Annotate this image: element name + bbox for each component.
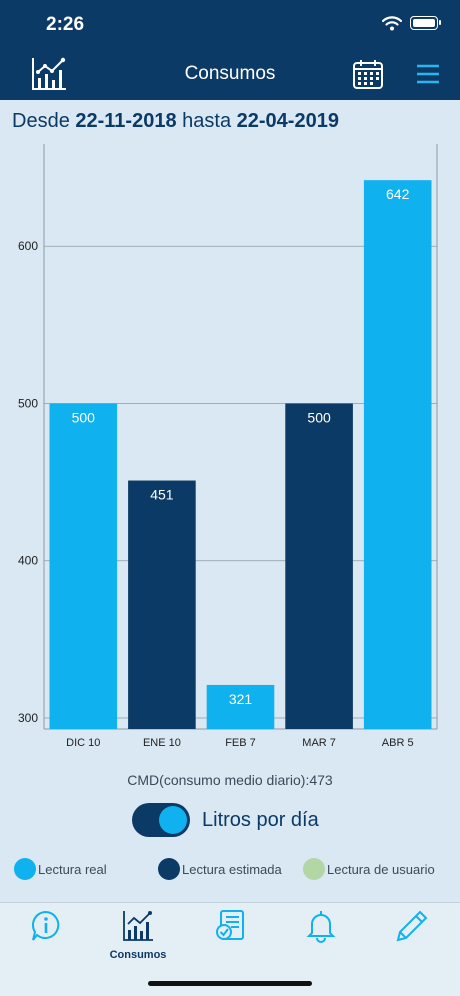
tab-consumos[interactable]: Consumos	[103, 909, 173, 961]
toggle-label: Litros por día	[202, 808, 319, 831]
bar	[49, 403, 118, 729]
tab-bar: Consumos	[0, 902, 460, 996]
bar-value-label: 500	[307, 409, 331, 425]
bar	[206, 684, 275, 729]
bar-value-label: 500	[72, 409, 96, 425]
tab-info[interactable]	[11, 909, 81, 949]
legend-label-usuario: Lectura de usuario	[327, 861, 435, 877]
tab-label-consumos: Consumos	[109, 949, 167, 961]
bar	[285, 403, 353, 729]
x-tick-label: DIC 10	[66, 737, 100, 749]
chart-icon	[123, 911, 153, 941]
legend-item-real: Lectura real	[14, 858, 107, 880]
pencil-icon	[396, 910, 428, 942]
status-time: 2:26	[46, 14, 85, 35]
bar	[128, 480, 196, 729]
range-from-word: Desde	[12, 110, 70, 132]
range-to-date: 22-04-2019	[236, 110, 339, 132]
y-tick-label: 500	[18, 396, 38, 410]
legend-label-estimada: Lectura estimada	[182, 861, 282, 877]
page-title: Consumos	[184, 63, 276, 84]
tab-edit[interactable]	[377, 909, 447, 949]
legend-dot-estimada	[158, 858, 180, 880]
unit-toggle-row: Litros por día	[132, 803, 319, 837]
x-tick-label: FEB 7	[225, 737, 256, 749]
bell-icon	[306, 911, 336, 943]
legend-label-real: Lectura real	[38, 861, 107, 877]
chart-icon[interactable]	[30, 56, 68, 92]
status-icons	[382, 15, 441, 31]
menu-icon[interactable]	[416, 64, 440, 84]
toggle-knob	[159, 806, 187, 834]
calendar-icon[interactable]	[352, 58, 384, 90]
top-bar: 2:26 Consumos	[0, 0, 460, 100]
y-tick-label: 600	[18, 239, 38, 253]
litros-toggle[interactable]	[132, 803, 190, 837]
x-tick-label: ABR 5	[382, 737, 414, 749]
battery-icon	[410, 16, 441, 30]
checklist-icon	[216, 910, 244, 940]
bar	[363, 180, 432, 729]
y-tick-label: 300	[18, 711, 38, 725]
tab-checklist[interactable]	[195, 909, 265, 949]
info-icon	[31, 910, 60, 941]
legend-item-estimada: Lectura estimada	[158, 858, 282, 880]
y-tick-label: 400	[18, 554, 38, 568]
bar-value-label: 451	[150, 487, 174, 503]
x-tick-label: ENE 10	[143, 737, 181, 749]
bar-value-label: 642	[386, 186, 410, 202]
cmd-text: CMD(consumo medio diario):473	[127, 772, 333, 788]
consumption-bar-chart: 300 400 500 600 500 DIC 10 451 ENE 10 321 FEB 7 50…	[18, 144, 438, 749]
legend-dot-real	[14, 858, 36, 880]
home-indicator	[148, 981, 312, 986]
x-tick-label: MAR 7	[302, 737, 336, 749]
range-to-word: hasta	[182, 110, 232, 132]
date-range: Desde 22-11-2018 hasta 22-04-2019	[12, 110, 339, 133]
legend-item-usuario: Lectura de usuario	[303, 858, 435, 880]
wifi-icon	[382, 16, 402, 31]
range-from-date: 22-11-2018	[75, 110, 177, 132]
tab-notifications[interactable]	[286, 909, 356, 949]
legend-dot-usuario	[303, 858, 325, 880]
bar-value-label: 321	[229, 691, 253, 707]
